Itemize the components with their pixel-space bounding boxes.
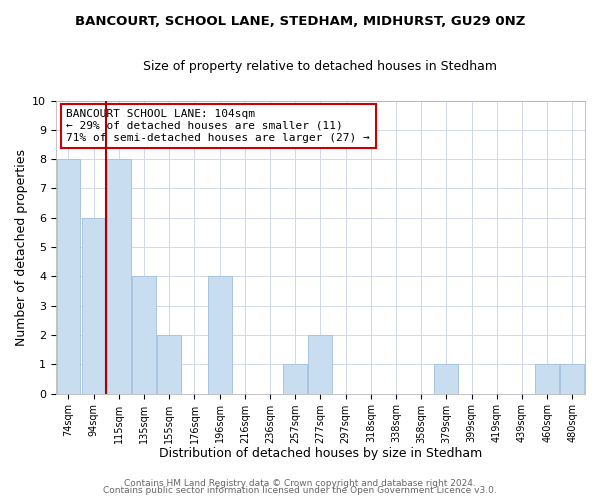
Bar xyxy=(283,364,307,394)
X-axis label: Distribution of detached houses by size in Stedham: Distribution of detached houses by size … xyxy=(159,447,482,460)
Title: Size of property relative to detached houses in Stedham: Size of property relative to detached ho… xyxy=(143,60,497,73)
Text: BANCOURT SCHOOL LANE: 104sqm
← 29% of detached houses are smaller (11)
71% of se: BANCOURT SCHOOL LANE: 104sqm ← 29% of de… xyxy=(67,110,370,142)
Bar xyxy=(308,335,332,394)
Bar xyxy=(434,364,458,394)
Bar xyxy=(56,159,80,394)
Y-axis label: Number of detached properties: Number of detached properties xyxy=(15,148,28,346)
Text: BANCOURT, SCHOOL LANE, STEDHAM, MIDHURST, GU29 0NZ: BANCOURT, SCHOOL LANE, STEDHAM, MIDHURST… xyxy=(75,15,525,28)
Bar xyxy=(560,364,584,394)
Bar xyxy=(208,276,232,394)
Bar xyxy=(535,364,559,394)
Bar xyxy=(157,335,181,394)
Bar xyxy=(82,218,106,394)
Bar xyxy=(132,276,156,394)
Text: Contains HM Land Registry data © Crown copyright and database right 2024.: Contains HM Land Registry data © Crown c… xyxy=(124,478,476,488)
Bar xyxy=(107,159,131,394)
Text: Contains public sector information licensed under the Open Government Licence v3: Contains public sector information licen… xyxy=(103,486,497,495)
